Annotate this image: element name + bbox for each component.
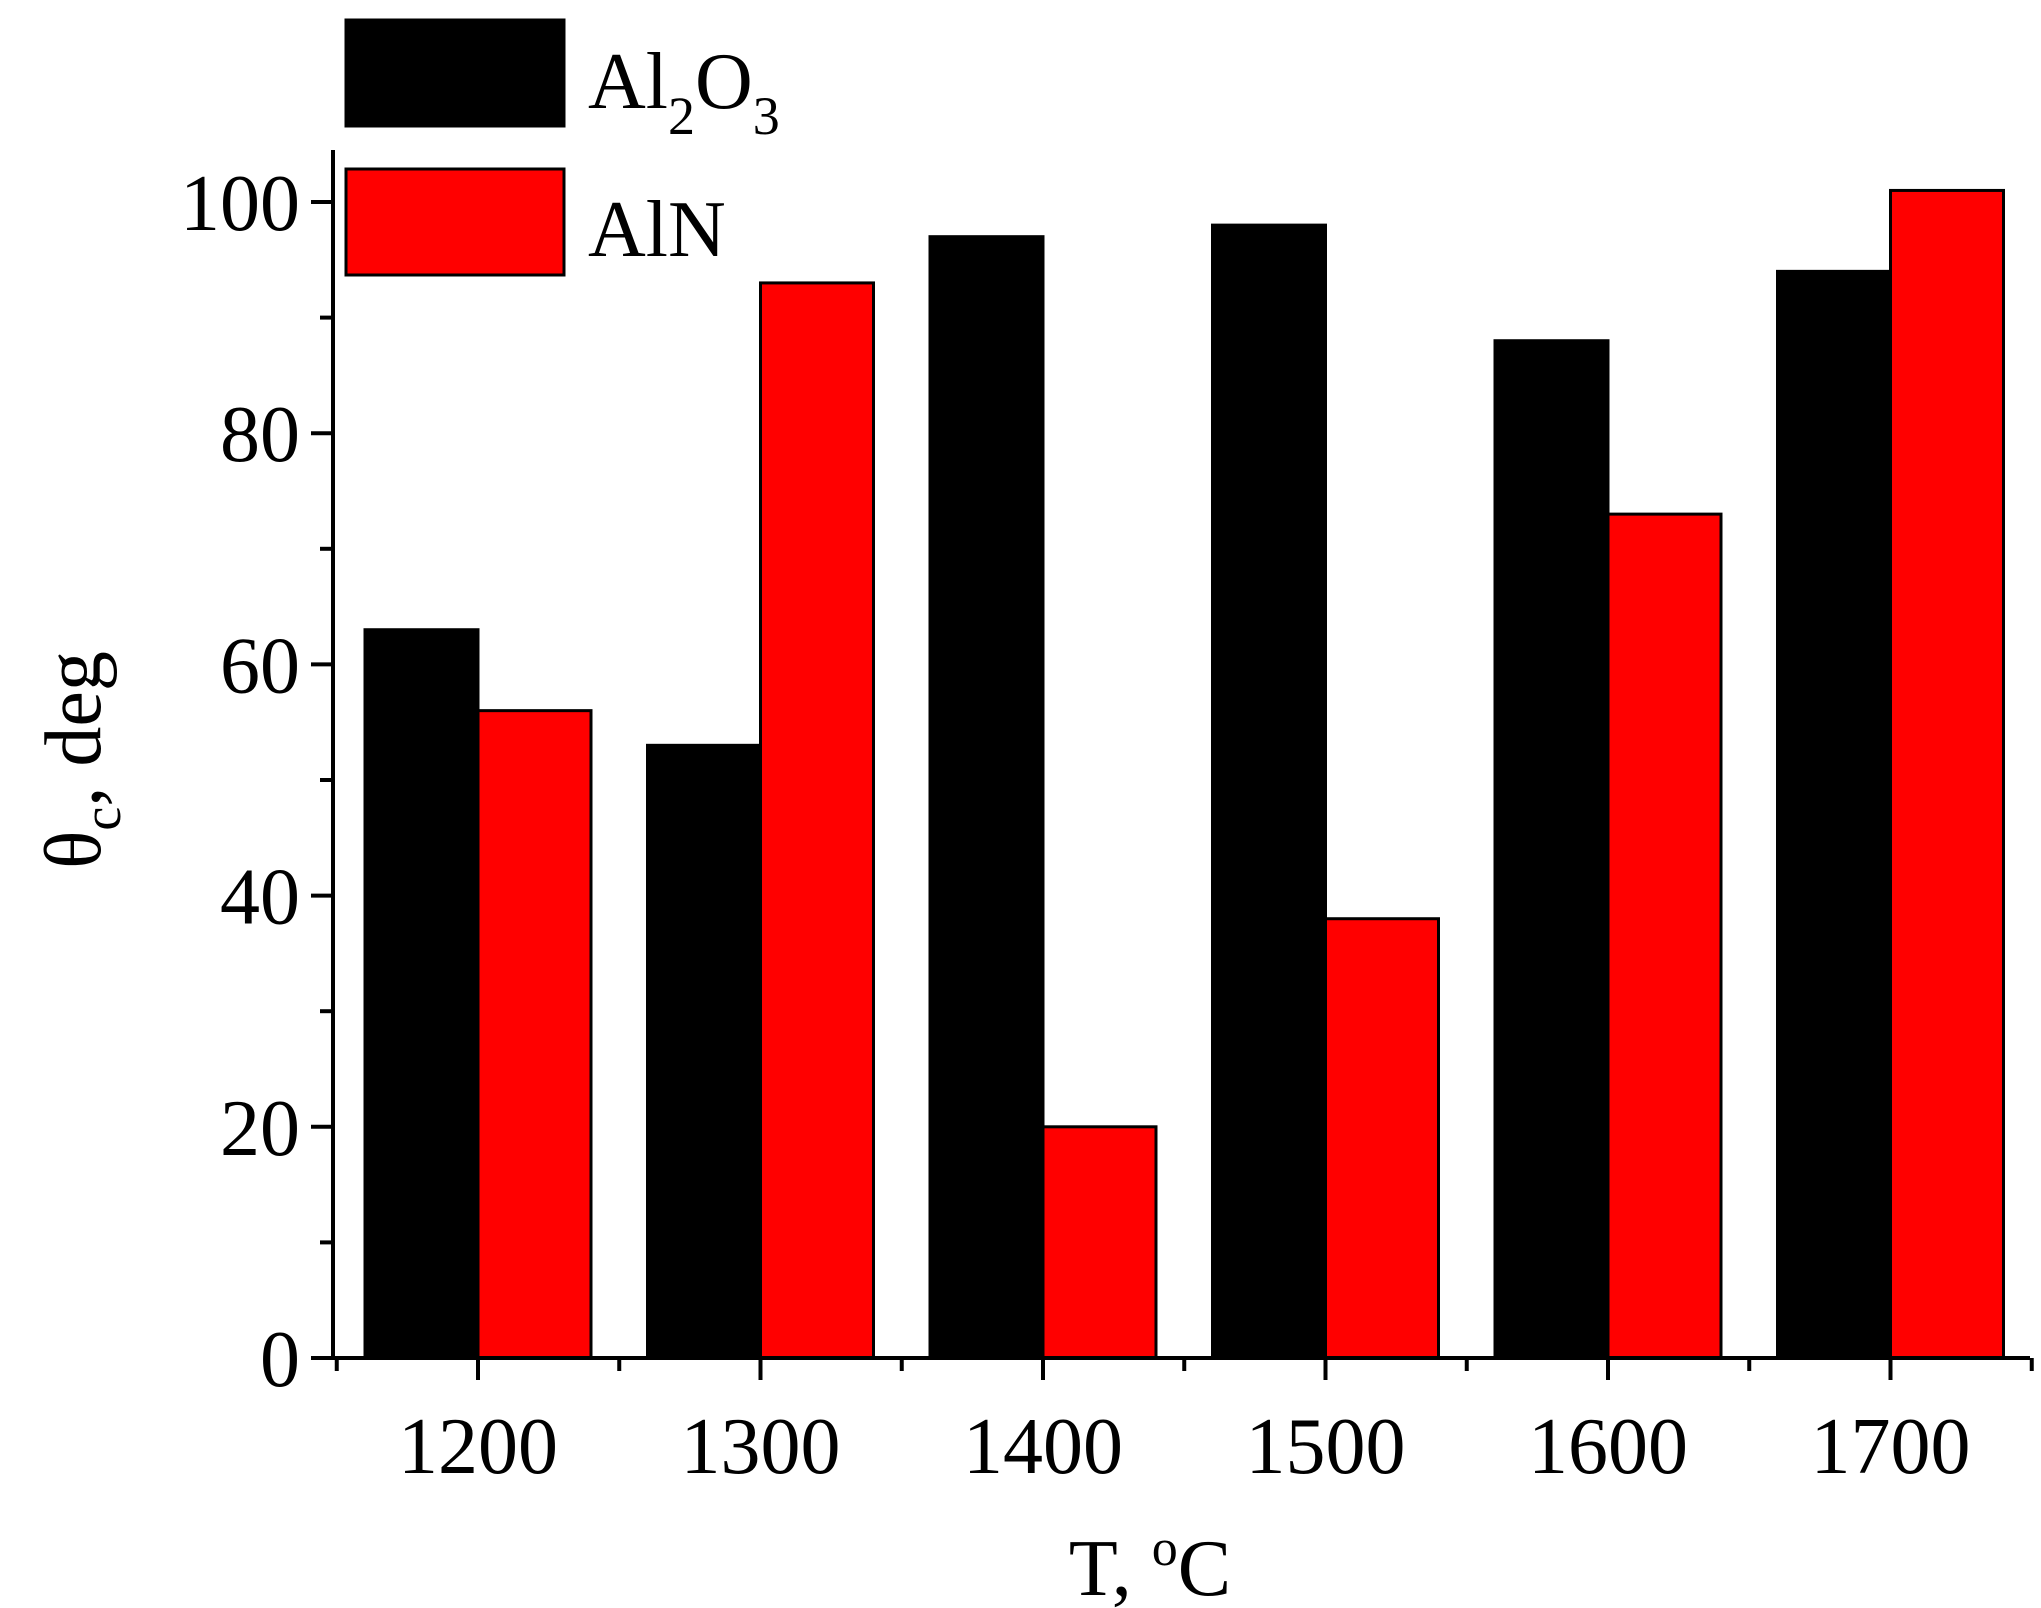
bar-al2o3-1400	[928, 235, 1045, 1360]
y-tick-label-60: 60	[220, 622, 300, 710]
bar-aln-1700	[1889, 188, 2005, 1360]
x-tick-label-1700: 1700	[1811, 1403, 1971, 1491]
bar-al2o3-1500	[1211, 223, 1327, 1360]
x-tick-label-1200: 1200	[398, 1403, 558, 1491]
bar-al2o3-1300	[646, 743, 762, 1360]
x-tick-label-1400: 1400	[963, 1403, 1123, 1491]
x-tick-label-1300: 1300	[681, 1403, 841, 1491]
bar-aln-1300	[759, 281, 875, 1360]
y-axis-title: θc, deg	[30, 651, 132, 869]
y-tick-label-0: 0	[260, 1316, 300, 1404]
bar-al2o3-1600	[1493, 339, 1610, 1360]
y-tick-label-20: 20	[220, 1085, 300, 1173]
bar-al2o3-1700	[1776, 269, 1892, 1360]
bar-al2o3-1200	[363, 628, 480, 1360]
y-tick-label-80: 80	[220, 391, 300, 479]
y-tick-label-40: 40	[220, 854, 300, 942]
legend-label-aln: AlN	[588, 186, 726, 274]
x-tick-label-1500: 1500	[1246, 1403, 1406, 1491]
legend-swatch-aln	[344, 167, 566, 277]
bar-aln-1400	[1041, 1125, 1158, 1360]
legend-swatch-al2o3	[344, 18, 566, 128]
y-tick-label-100: 100	[180, 160, 300, 248]
bars-layer	[363, 188, 2005, 1360]
x-axis-title: T, oC	[1069, 1520, 1231, 1608]
legend-label-al2o3: Al2O3	[588, 38, 780, 146]
x-tick-label-1600: 1600	[1528, 1403, 1688, 1491]
axes-layer: 0 20 40 60 80 100 1200 1300 1400 1500 1600 1700	[180, 150, 2034, 1491]
bar-aln-1200	[476, 709, 593, 1360]
bar-aln-1500	[1324, 917, 1440, 1360]
legend: Al2O3 AlN	[344, 18, 780, 277]
bar-aln-1600	[1606, 512, 1723, 1360]
